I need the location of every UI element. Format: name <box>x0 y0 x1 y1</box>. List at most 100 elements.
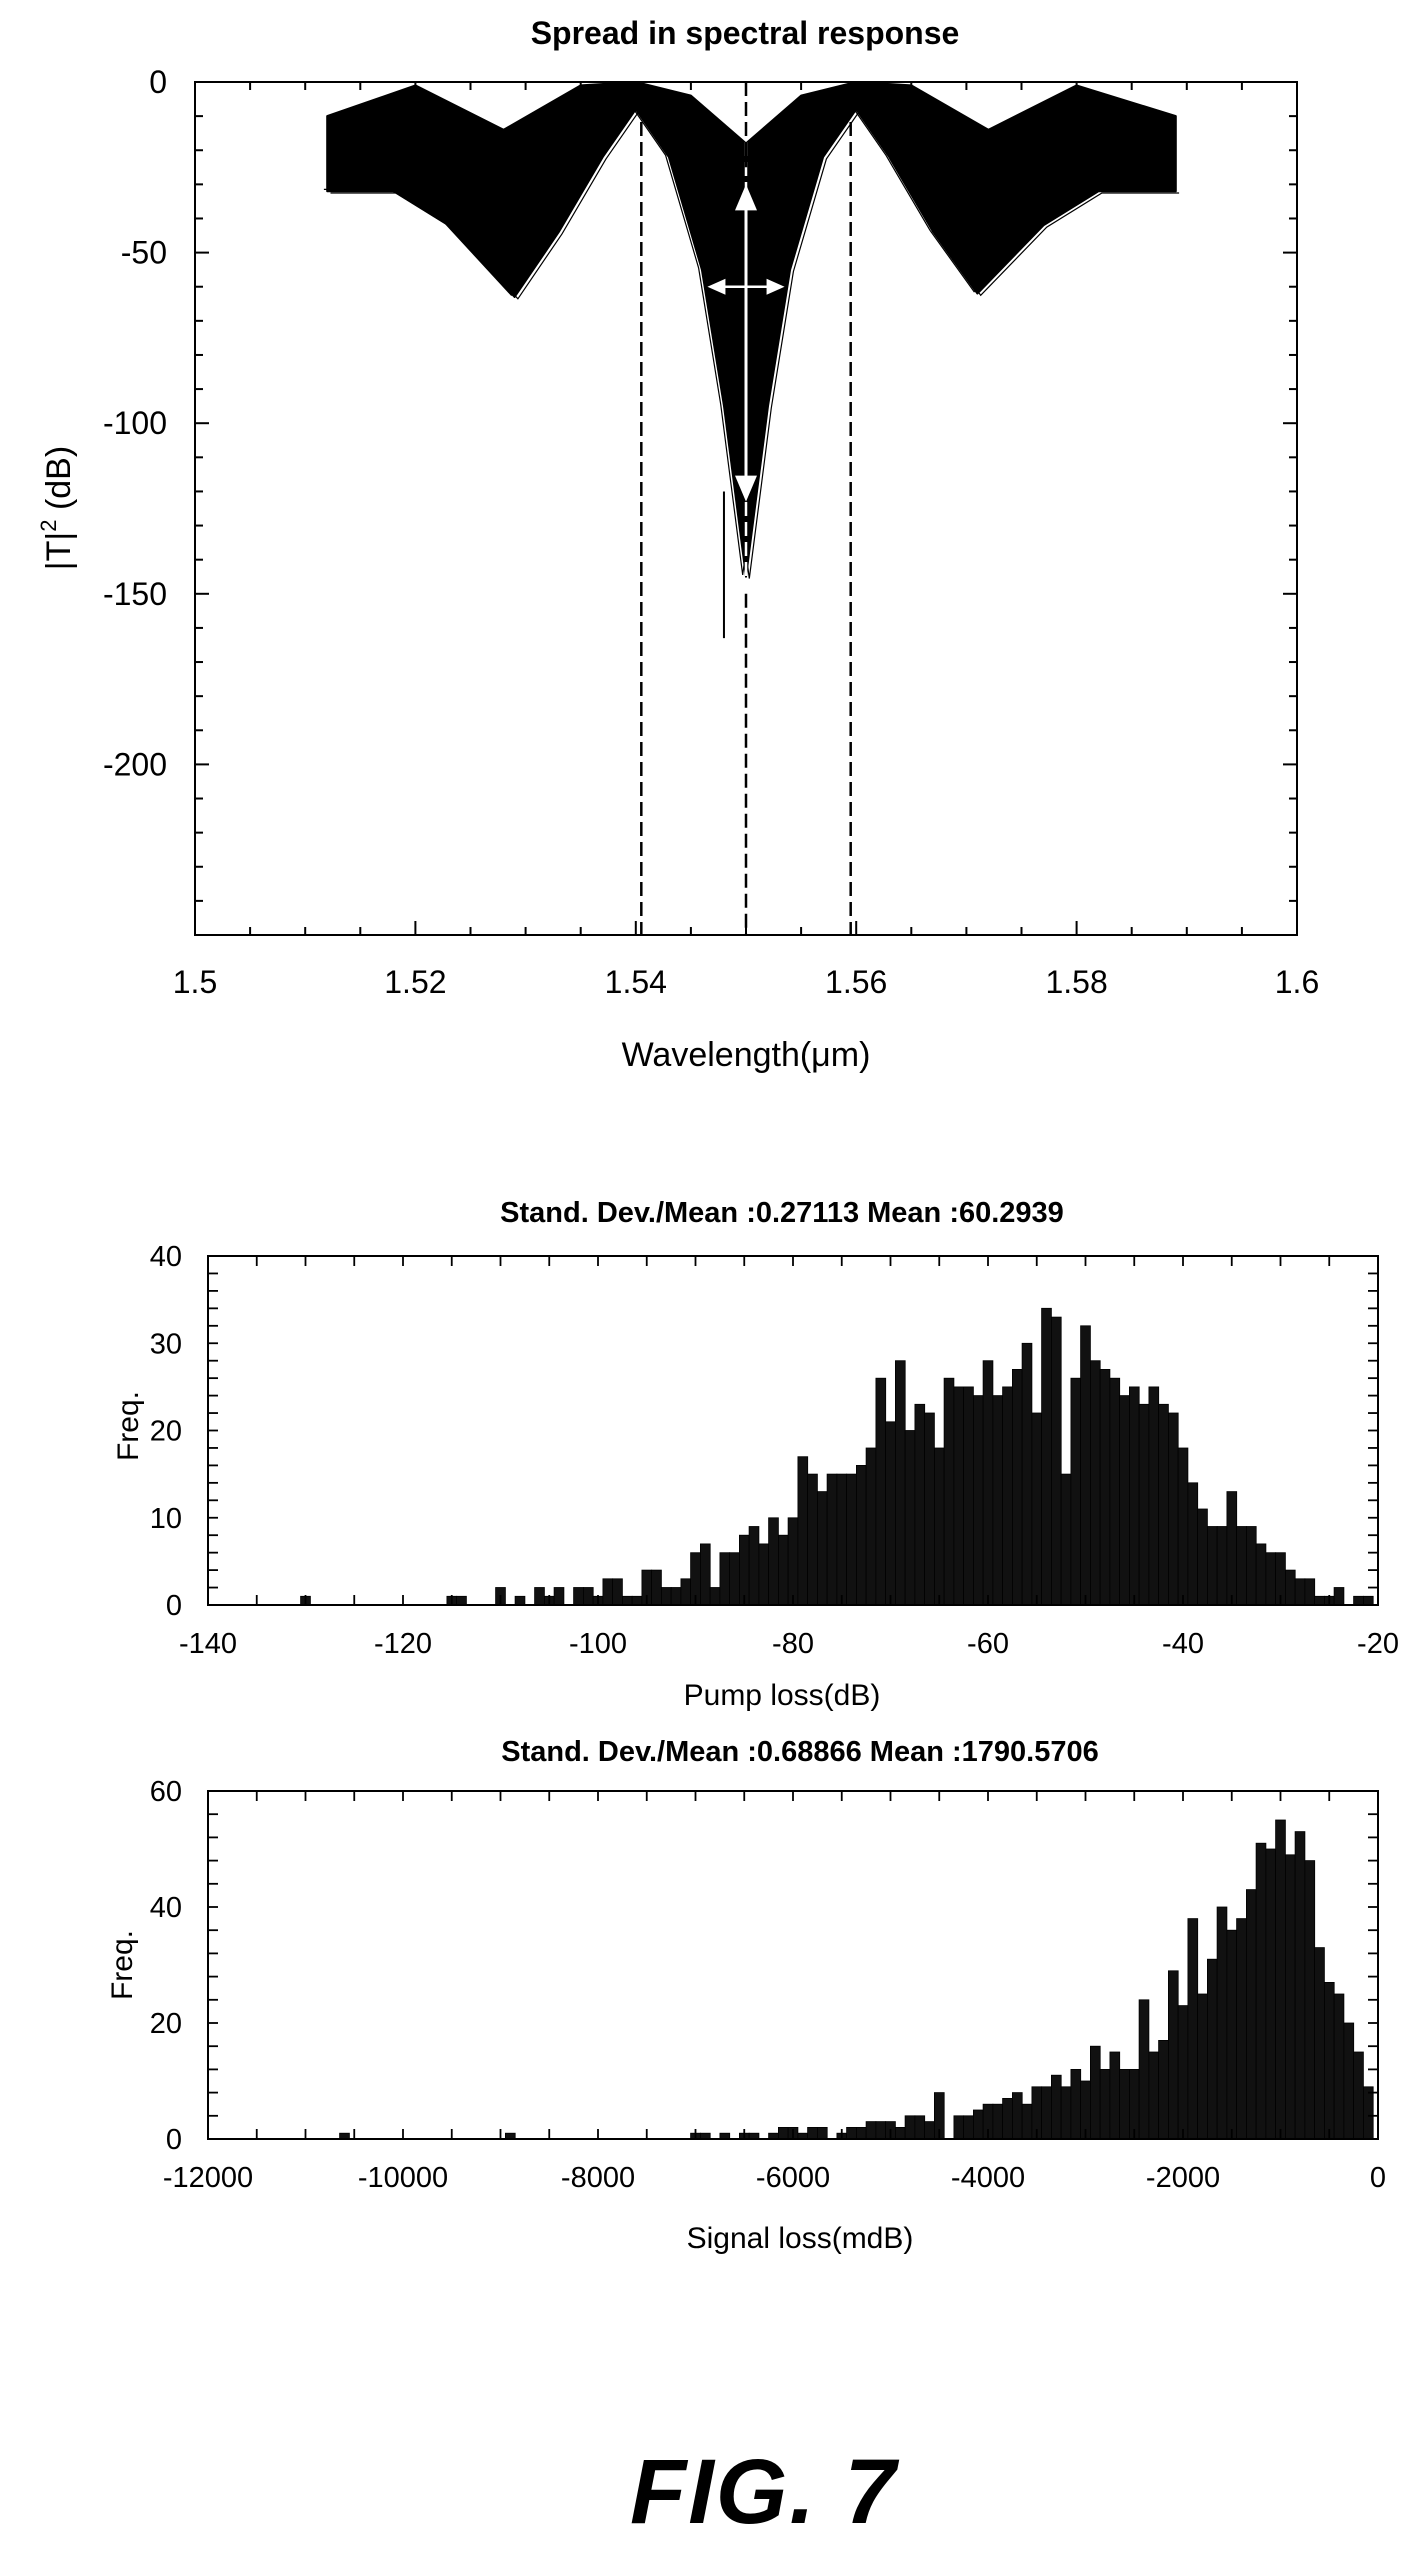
signal-bar <box>1012 2092 1023 2140</box>
signal-x-tick-label: -4000 <box>951 2162 1025 2194</box>
signal-bar <box>1177 2005 1189 2140</box>
pump-bar <box>573 1587 584 1606</box>
pump-bar <box>1363 1595 1374 1606</box>
pump-bar <box>534 1587 545 1606</box>
pump-bar <box>1138 1403 1150 1606</box>
pump-y-tick-label: 40 <box>150 1241 182 1273</box>
pump-bar <box>787 1517 799 1606</box>
signal-bar <box>1090 2045 1101 2140</box>
signal-bar <box>1255 1842 1267 2140</box>
pump-bar <box>1060 1473 1072 1606</box>
pump-bar <box>514 1595 526 1606</box>
signal-y-tick-label: 20 <box>150 2008 182 2040</box>
pump-bar <box>739 1534 750 1606</box>
signal-bar <box>953 2115 965 2140</box>
signal-bar <box>1129 2068 1140 2140</box>
pump-bar <box>778 1534 789 1606</box>
signal-bar <box>1197 1993 1208 2140</box>
spectral-y-tick-label: -150 <box>103 576 167 612</box>
pump-bar <box>797 1456 809 1606</box>
signal-y-tick-label: 0 <box>166 2124 182 2156</box>
pump-bar <box>709 1587 721 1606</box>
spectral-arrowhead-left <box>707 278 726 295</box>
spectral-x-tick-label: 1.58 <box>1045 964 1107 1000</box>
pump-bar <box>943 1377 955 1606</box>
spectral-y-tick-label: -50 <box>121 235 167 271</box>
signal-bar <box>1265 1848 1277 2140</box>
pump-bar <box>1207 1526 1218 1606</box>
pump-bar <box>1031 1412 1043 1606</box>
signal-bar <box>846 2126 857 2140</box>
pump-bars-layer <box>300 1307 1374 1606</box>
pump-bar <box>856 1465 867 1606</box>
pump-bar <box>1041 1307 1052 1606</box>
signal-bar <box>1363 2086 1374 2140</box>
signal-bar <box>1021 2103 1033 2140</box>
spectral-chart-title: Spread in spectral response <box>531 15 960 51</box>
spectral-x-tick-label: 1.5 <box>173 964 217 1000</box>
pump-bar <box>1021 1342 1033 1606</box>
pump-bar <box>1012 1369 1023 1606</box>
signal-x-tick-label: -6000 <box>756 2162 830 2194</box>
pump-bar <box>817 1491 828 1606</box>
spectral-x-tick-label: 1.54 <box>605 964 667 1000</box>
signal-bar <box>1119 2068 1130 2140</box>
pump-bar <box>953 1386 965 1606</box>
spectral-x-tick-labels: 1.5 1.52 1.54 1.56 1.58 1.6 <box>173 964 1319 1000</box>
signal-bar <box>1148 2051 1160 2140</box>
pump-x-tick-label: -140 <box>179 1628 237 1660</box>
pump-y-tick-labels: 0 10 20 30 40 <box>150 1241 182 1622</box>
signal-bar <box>1275 1819 1286 2140</box>
signal-bar <box>1304 1860 1316 2140</box>
pump-histogram-title: Stand. Dev./Mean :0.27113 Mean :60.2939 <box>500 1197 1064 1229</box>
pump-bar <box>1294 1578 1306 1606</box>
pump-bar <box>719 1552 731 1606</box>
signal-x-tick-label: -8000 <box>561 2162 635 2194</box>
pump-bar <box>583 1587 594 1606</box>
signal-bar <box>1333 1993 1345 2140</box>
signal-bar <box>992 2103 1004 2140</box>
pump-bar <box>1197 1508 1208 1606</box>
spectral-y-tick-label: 0 <box>149 64 167 100</box>
pump-bar <box>1236 1526 1247 1606</box>
spectral-x-axis-label: Wavelength(μm) <box>622 1036 871 1074</box>
pump-bar <box>1090 1360 1101 1606</box>
pump-bar <box>963 1386 974 1606</box>
pump-bar <box>1333 1587 1345 1606</box>
pump-bar <box>622 1595 633 1606</box>
spectral-ticks-layer <box>194 81 1298 936</box>
signal-bar <box>1109 2051 1121 2140</box>
spectral-trace-line <box>323 106 1173 575</box>
pump-ticks-layer <box>207 1255 1379 1606</box>
signal-y-tick-labels: 0 20 40 60 <box>150 1776 182 2156</box>
spectral-x-tick-label: 1.56 <box>825 964 887 1000</box>
signal-bar <box>1187 1918 1199 2140</box>
pump-bar <box>875 1377 887 1606</box>
signal-ticks-layer <box>207 1790 1379 2140</box>
pump-y-tick-label: 30 <box>150 1328 182 1360</box>
signal-bar <box>856 2126 867 2140</box>
signal-bar <box>1294 1831 1306 2140</box>
pump-bar <box>1168 1412 1179 1606</box>
signal-bar <box>1158 2040 1169 2140</box>
signal-y-tick-label: 60 <box>150 1776 182 1808</box>
pump-bar <box>612 1578 623 1606</box>
signal-bars-layer <box>339 1819 1374 2140</box>
pump-bar <box>631 1595 643 1606</box>
pump-y-axis-label: Freq. <box>112 1391 145 1461</box>
signal-bar <box>973 2109 984 2140</box>
pump-bar <box>826 1473 838 1606</box>
pump-bar <box>924 1412 935 1606</box>
spectral-y-axis-label-sup: 2 <box>36 520 61 532</box>
signal-bar <box>1207 1958 1218 2140</box>
pump-bar <box>1246 1526 1257 1606</box>
pump-bar <box>885 1421 896 1606</box>
signal-x-tick-labels: -12000 -10000 -8000 -6000 -4000 -2000 0 <box>163 2162 1386 2194</box>
pump-bar <box>553 1587 565 1606</box>
signal-bar <box>1138 1999 1150 2140</box>
signal-bar <box>817 2126 828 2140</box>
spectral-y-tick-label: -100 <box>103 405 167 441</box>
pump-bar <box>1119 1395 1130 1606</box>
signal-bar <box>875 2121 887 2140</box>
spectral-y-tick-label: -200 <box>103 746 167 782</box>
